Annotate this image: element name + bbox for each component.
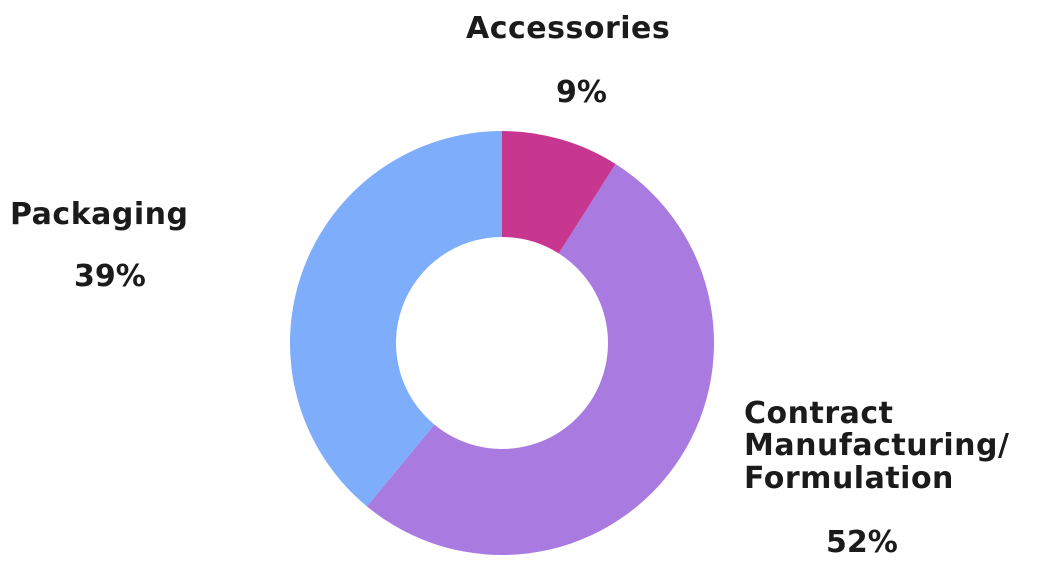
slices-group <box>290 131 715 556</box>
slice-value-packaging: 39% <box>74 259 146 294</box>
slice-label-accessories: Accessories <box>466 11 671 46</box>
donut-slice-accessories <box>502 131 616 254</box>
donut-slice-contract-manufacturing-formulation <box>366 164 715 556</box>
slice-value-contract-manufacturing: 52% <box>826 525 898 560</box>
slice-label-packaging: Packaging <box>10 197 189 232</box>
slice-value-accessories: 9% <box>556 75 607 110</box>
donut-slice-packaging <box>290 131 502 507</box>
slice-label-contract-manufacturing: Contract Manufacturing/ Formulation <box>744 396 1010 496</box>
